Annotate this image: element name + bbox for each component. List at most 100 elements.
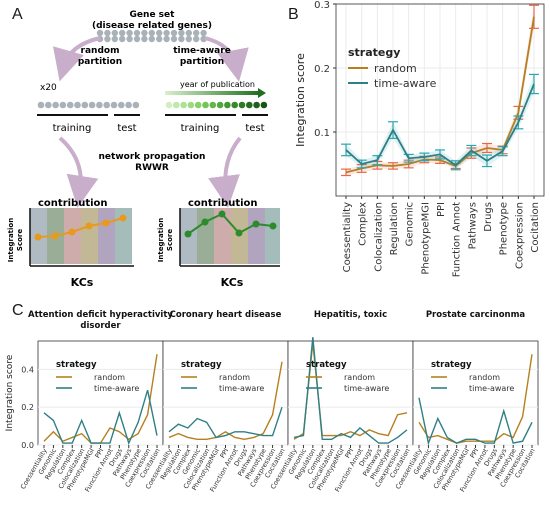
mini-point <box>269 222 277 230</box>
gene-dots <box>96 29 207 43</box>
gene-set-subtitle: (disease related genes) <box>92 21 212 31</box>
x-tick-label: PPI <box>343 447 355 460</box>
mini-chart-random <box>29 208 134 267</box>
subplot-border <box>162 340 289 446</box>
series-line-time-aware <box>345 83 535 167</box>
panel-letter-a: A <box>12 6 23 23</box>
kcs-label-left: KCs <box>71 276 94 289</box>
arrow-random-partition <box>53 36 101 82</box>
x-tick-label: Cocitation <box>530 202 541 253</box>
x-tick-label: PhenotypeMGI <box>420 202 431 275</box>
timeaware-label-1: time-aware <box>173 46 231 56</box>
gene-dot <box>110 101 118 109</box>
gene-dot <box>74 101 81 109</box>
schematic-panel-a: Gene set (disease related genes) random … <box>7 10 280 289</box>
gene-dot <box>104 35 111 43</box>
subplot: Hepatitis, toxicCoessentialityGenomicReg… <box>269 310 414 493</box>
x-tick-label: Regulation <box>389 202 400 255</box>
gene-dot <box>103 101 110 109</box>
gene-dot <box>37 101 45 109</box>
mini-point <box>218 210 226 218</box>
mini-point <box>51 232 59 240</box>
x-tick-label: Drugs <box>483 202 494 232</box>
legend-title: strategy <box>431 360 472 370</box>
legend-label: time-aware <box>219 384 264 393</box>
y-axis-title: Integration score <box>5 354 15 431</box>
timeaware-test-label: test <box>245 123 264 134</box>
series-line-random <box>418 354 533 444</box>
gene-dot <box>173 101 180 109</box>
gene-dot <box>125 101 132 109</box>
gene-dot <box>170 29 178 37</box>
panel-letter-b: B <box>288 6 299 23</box>
gene-dot <box>170 35 178 43</box>
legend-title: strategy <box>181 360 222 370</box>
gene-dot <box>148 35 155 43</box>
is-axis-right-2: Score <box>166 229 174 251</box>
propagation-label-1: network propagation <box>99 152 206 162</box>
is-axis-left-1: Integration <box>7 218 15 262</box>
propagation-label-2: RWWR <box>135 163 169 173</box>
title-line: disorder <box>80 321 121 331</box>
x-tick-label: Pathways <box>467 202 478 249</box>
subplot-border <box>287 340 414 446</box>
random-partition-dots <box>37 101 140 109</box>
contribution-band <box>64 208 81 264</box>
subplot: Coronary heart diseaseCoessentialityRegu… <box>144 310 289 493</box>
x-tick-label: Function Annot <box>452 202 463 277</box>
gene-dot <box>133 29 141 37</box>
y-tick-label: 0.2 <box>314 64 330 75</box>
y-tick-label: 0.2 <box>21 403 34 412</box>
mini-point <box>102 219 110 227</box>
gene-dot <box>96 29 104 37</box>
legend-label: random <box>374 62 417 75</box>
timeaware-partition-dots <box>165 101 268 109</box>
year-gradient-bar <box>165 91 260 95</box>
random-label-1: random <box>81 46 120 56</box>
legend-label: random <box>94 373 125 382</box>
plot-border <box>335 3 545 197</box>
gene-dot <box>111 35 119 43</box>
gene-dot <box>193 29 200 37</box>
arrow-propagation-left <box>58 136 99 208</box>
gene-dot <box>104 29 111 37</box>
x-tick-label: Phenotype <box>499 202 510 255</box>
gene-dot <box>52 101 59 109</box>
legend-title: strategy <box>306 360 347 370</box>
gene-dot <box>133 35 141 43</box>
gene-dot <box>141 35 148 43</box>
series-line-time-aware <box>418 397 533 446</box>
contribution-band <box>197 208 214 264</box>
arrow-propagation-right <box>208 136 242 208</box>
subplot-title: Attention deficit hyperactivity disorder <box>28 310 173 331</box>
contribution-band <box>265 208 280 264</box>
gene-dot <box>194 101 202 109</box>
subplot: Attention deficit hyperactivity disorder 0… <box>19 310 173 493</box>
legend-label: time-aware <box>469 384 514 393</box>
legend-label: time-aware <box>94 384 139 393</box>
gene-dot <box>178 35 185 43</box>
gene-dot <box>165 101 173 109</box>
contribution-band <box>98 208 115 264</box>
mini-point <box>252 220 260 228</box>
year-label: year of publication <box>180 80 255 89</box>
gene-dot <box>246 101 253 109</box>
timeaware-training-label: training <box>181 123 220 134</box>
gene-dot <box>163 35 170 43</box>
legend-label: random <box>219 373 250 382</box>
contribution-band <box>214 208 231 264</box>
mini-point <box>85 222 93 230</box>
legend-title: strategy <box>348 46 400 59</box>
gene-dot <box>132 101 140 109</box>
gene-dot <box>45 101 52 109</box>
x-tick-label: Coexpression <box>514 202 525 269</box>
contribution-label-right: contribution <box>188 198 258 209</box>
subplot: Prostate carcinonmaCoessentialityGenomic… <box>394 310 539 493</box>
year-arrow-head <box>258 88 266 98</box>
mini-point <box>34 233 42 241</box>
gene-dot <box>96 101 103 109</box>
subplot-border <box>37 340 164 446</box>
gene-dot <box>88 101 96 109</box>
gene-dot <box>163 29 170 37</box>
gene-dot <box>231 101 238 109</box>
